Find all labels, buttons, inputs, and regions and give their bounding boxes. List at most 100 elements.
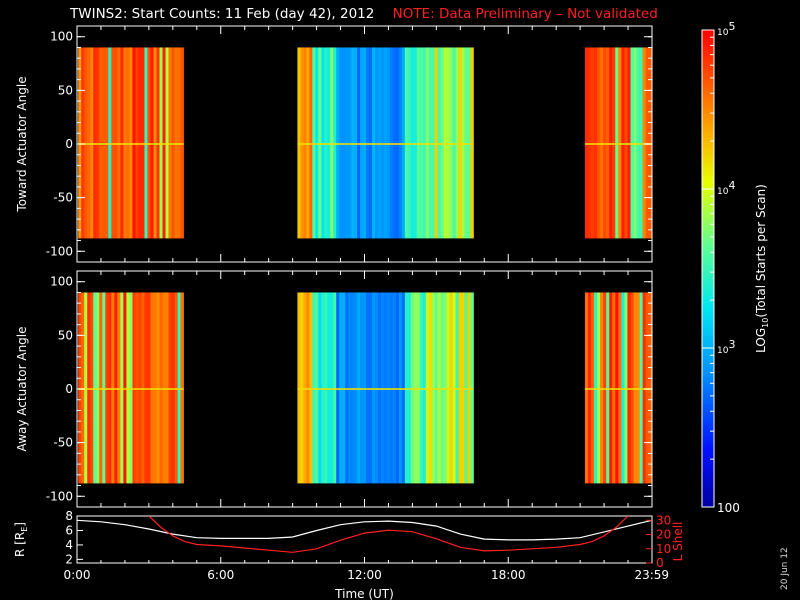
heatmap-column xyxy=(348,47,352,239)
heatmap-column xyxy=(645,292,650,484)
heatmap-column xyxy=(141,292,145,484)
heatmap-column xyxy=(153,47,157,239)
heatmap-column xyxy=(648,292,653,484)
zero-angle-stripe xyxy=(584,388,652,390)
heatmap-column xyxy=(452,47,456,239)
heatmap-column xyxy=(132,47,136,239)
heatmap-column xyxy=(470,47,474,239)
heatmap-column xyxy=(386,47,391,239)
heatmap-column xyxy=(345,292,349,484)
heatmap-column xyxy=(330,47,334,239)
heatmap-column xyxy=(606,47,610,239)
left-y-tick-label: 6 xyxy=(65,523,73,537)
heatmap-column xyxy=(369,47,373,239)
heatmap-column xyxy=(159,47,163,239)
heatmap-column xyxy=(312,292,316,484)
heatmap-column xyxy=(624,292,628,484)
heatmap-column xyxy=(609,292,613,484)
heatmap-column xyxy=(138,47,142,239)
heatmap-column xyxy=(380,292,385,484)
y-axis-label: Toward Actuator Angle xyxy=(15,76,29,212)
left-y-tick-label: 8 xyxy=(65,509,73,523)
heatmap-column xyxy=(303,47,307,239)
heatmap-column xyxy=(464,292,468,484)
heatmap-column xyxy=(389,292,394,484)
right-y-axis-label: L Shell xyxy=(671,522,685,562)
heatmap-column xyxy=(333,292,337,484)
heatmap-column xyxy=(174,292,178,484)
heatmap-column xyxy=(312,47,316,239)
heatmap-column xyxy=(434,47,438,239)
heatmap-column xyxy=(297,47,301,239)
heatmap-column xyxy=(336,47,340,239)
heatmap-column xyxy=(612,292,616,484)
heatmap-column xyxy=(416,292,421,484)
heatmap-column xyxy=(618,292,622,484)
left-y-tick-label: 2 xyxy=(65,552,73,566)
heatmap-column xyxy=(177,47,181,239)
heatmap-column xyxy=(180,47,184,239)
data-block-1 xyxy=(78,47,184,239)
heatmap-column xyxy=(407,292,412,484)
heatmap-column xyxy=(132,292,136,484)
heatmap-column xyxy=(410,292,415,484)
heatmap-column xyxy=(108,292,112,484)
data-block-2 xyxy=(297,47,474,239)
heatmap-column xyxy=(597,47,601,239)
heatmap-column xyxy=(603,292,607,484)
heatmap-column xyxy=(315,292,319,484)
title-text: TWINS2: Start Counts: 11 Feb (day 42), 2… xyxy=(70,6,375,22)
heatmap-column xyxy=(590,292,595,484)
heatmap-column xyxy=(603,47,607,239)
heatmap-column xyxy=(600,292,604,484)
heatmap-column xyxy=(99,47,103,239)
heatmap-column xyxy=(449,292,453,484)
heatmap-column xyxy=(90,47,94,239)
heatmap-column xyxy=(401,292,406,484)
heatmap-column xyxy=(624,47,628,239)
heatmap-column xyxy=(93,292,97,484)
heatmap-column xyxy=(135,47,139,239)
heatmap-column xyxy=(330,292,334,484)
heatmap-column xyxy=(383,47,388,239)
heatmap-column xyxy=(422,47,427,239)
heatmap-column xyxy=(627,292,631,484)
heatmap-column xyxy=(642,292,646,484)
heatmap-column xyxy=(354,47,358,239)
note-text: NOTE: Data Preliminary – Not validated xyxy=(392,6,658,22)
heatmap-column xyxy=(351,292,355,484)
heatmap-column xyxy=(126,47,130,239)
x-tick-label: 12:00 xyxy=(347,568,382,582)
heatmap-panel-2: 100 50 0 -50 -100 Away Actuator Angle xyxy=(15,270,653,508)
heatmap-column xyxy=(648,47,653,239)
zero-angle-stripe xyxy=(297,388,474,390)
heatmap-column xyxy=(455,47,459,239)
heatmap-column xyxy=(434,292,438,484)
heatmap-column xyxy=(123,47,127,239)
heatmap-column xyxy=(437,292,441,484)
heatmap-column xyxy=(621,292,625,484)
heatmap-column xyxy=(458,292,462,484)
heatmap-column xyxy=(300,292,304,484)
data-block-3 xyxy=(584,47,653,239)
heatmap-column xyxy=(597,292,601,484)
heatmap-column xyxy=(360,292,364,484)
heatmap-column xyxy=(615,292,619,484)
y-tick-label: -50 xyxy=(53,191,73,205)
heatmap-column xyxy=(165,47,169,239)
heatmap-column xyxy=(171,292,175,484)
heatmap-column xyxy=(147,292,151,484)
heatmap-column xyxy=(129,292,133,484)
heatmap-column xyxy=(372,292,376,484)
heatmap-column xyxy=(587,47,592,239)
heatmap-column xyxy=(461,292,465,484)
heatmap-column xyxy=(318,292,322,484)
y-axis-label: Away Actuator Angle xyxy=(15,326,29,451)
heatmap-column xyxy=(141,47,145,239)
plot-title: TWINS2: Start Counts: 11 Feb (day 42), 2… xyxy=(70,6,658,22)
heatmap-column xyxy=(168,47,172,239)
heatmap-column xyxy=(354,292,358,484)
left-y-tick-label: 4 xyxy=(65,538,73,552)
heatmap-column xyxy=(636,292,640,484)
